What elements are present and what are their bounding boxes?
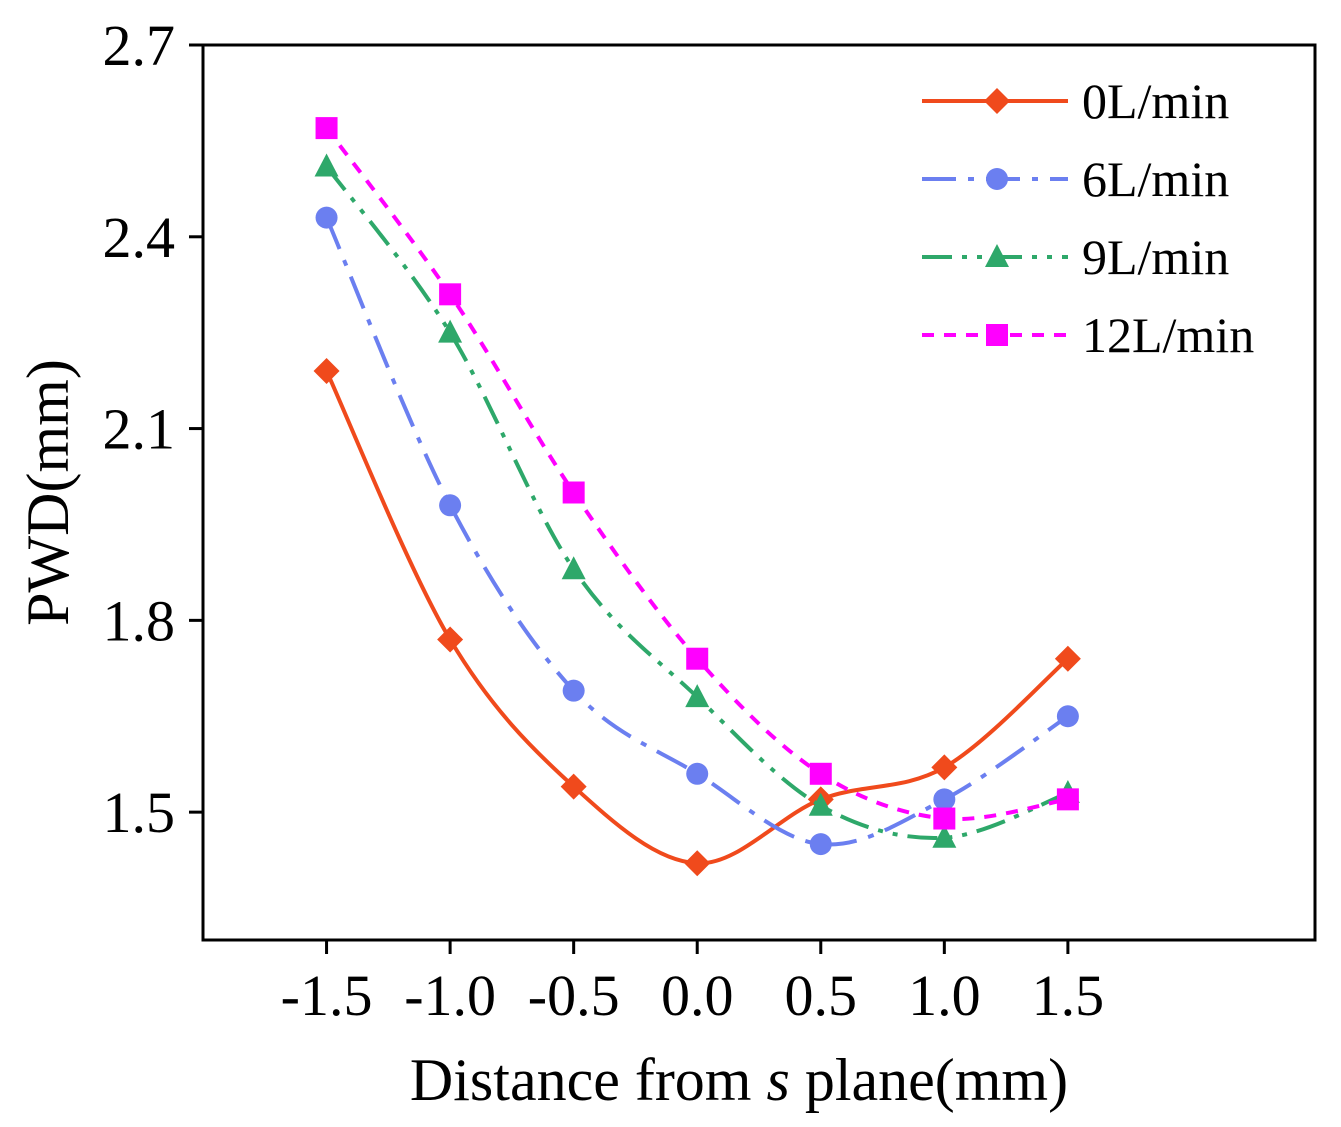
data-point bbox=[686, 647, 709, 670]
data-point bbox=[439, 494, 462, 517]
legend-marker bbox=[986, 168, 1008, 190]
data-point bbox=[1054, 645, 1081, 672]
data-point bbox=[685, 684, 710, 708]
data-point bbox=[808, 792, 833, 816]
data-point bbox=[933, 788, 956, 811]
x-tick-label: -1.5 bbox=[281, 963, 373, 1028]
legend-item: 0L/min bbox=[922, 73, 1229, 129]
x-tick-label: 0.5 bbox=[785, 963, 858, 1028]
data-point bbox=[560, 773, 587, 800]
plot-frame bbox=[201, 43, 1317, 942]
series-line bbox=[324, 165, 1069, 840]
x-tick-label: -0.5 bbox=[528, 963, 620, 1028]
data-point bbox=[562, 481, 585, 504]
x-axis-label-part: plane(mm) bbox=[790, 1047, 1068, 1113]
data-point bbox=[315, 206, 338, 229]
legend-marker bbox=[985, 244, 1009, 267]
data-point bbox=[809, 833, 832, 856]
data-point bbox=[439, 283, 462, 306]
legend: 0L/min 6L/min 9L/min 12L/min bbox=[922, 73, 1254, 363]
legend-label: 0L/min bbox=[1082, 73, 1229, 129]
data-point bbox=[437, 626, 464, 653]
series-line bbox=[324, 370, 1070, 866]
legend-item: 6L/min bbox=[922, 151, 1229, 207]
data-point bbox=[684, 850, 711, 877]
data-point bbox=[315, 117, 338, 140]
data-point bbox=[1056, 705, 1079, 728]
data-point bbox=[932, 824, 957, 848]
legend-item: 12L/min bbox=[922, 307, 1254, 363]
data-point bbox=[933, 807, 956, 830]
series-layer bbox=[313, 117, 1081, 877]
x-tick-label: 1.5 bbox=[1032, 963, 1105, 1028]
ticks-layer: -1.5 -1.0 -0.5 0.0 0.5 1.0 1.5 1.5 1.8 2.1 2.4 2.7 bbox=[103, 13, 1105, 1028]
y-tick-label: 2.4 bbox=[103, 205, 176, 270]
data-point bbox=[314, 153, 339, 177]
data-point bbox=[931, 754, 958, 781]
series-0L/min bbox=[313, 358, 1081, 877]
data-point bbox=[313, 358, 340, 385]
legend-label: 9L/min bbox=[1082, 229, 1229, 285]
y-axis-label: PWD(mm) bbox=[15, 359, 81, 626]
x-tick-label: -1.0 bbox=[404, 963, 496, 1028]
x-axis-label: Distance from s plane(mm) bbox=[410, 1047, 1068, 1113]
data-point bbox=[561, 556, 586, 580]
data-point bbox=[686, 762, 709, 785]
y-tick-label: 1.8 bbox=[103, 588, 176, 653]
legend-item: 9L/min bbox=[922, 229, 1229, 285]
data-point bbox=[438, 319, 463, 343]
legend-marker bbox=[984, 88, 1010, 114]
data-point bbox=[1056, 788, 1079, 811]
y-tick-label: 2.7 bbox=[103, 13, 176, 78]
legend-label: 6L/min bbox=[1082, 151, 1229, 207]
data-point bbox=[809, 762, 832, 785]
x-axis-label-part: s bbox=[766, 1047, 789, 1113]
x-tick-label: 0.0 bbox=[661, 963, 734, 1028]
legend-marker bbox=[986, 324, 1008, 346]
series-6L/min bbox=[315, 206, 1079, 856]
x-axis-label-part: Distance from bbox=[410, 1047, 767, 1113]
legend-label: 12L/min bbox=[1082, 307, 1254, 363]
data-point bbox=[562, 679, 585, 702]
series-line bbox=[324, 126, 1069, 822]
y-tick-label: 2.1 bbox=[103, 397, 176, 462]
series-12L/min bbox=[315, 117, 1079, 830]
x-tick-label: 1.0 bbox=[908, 963, 981, 1028]
y-tick-label: 1.5 bbox=[103, 780, 176, 845]
